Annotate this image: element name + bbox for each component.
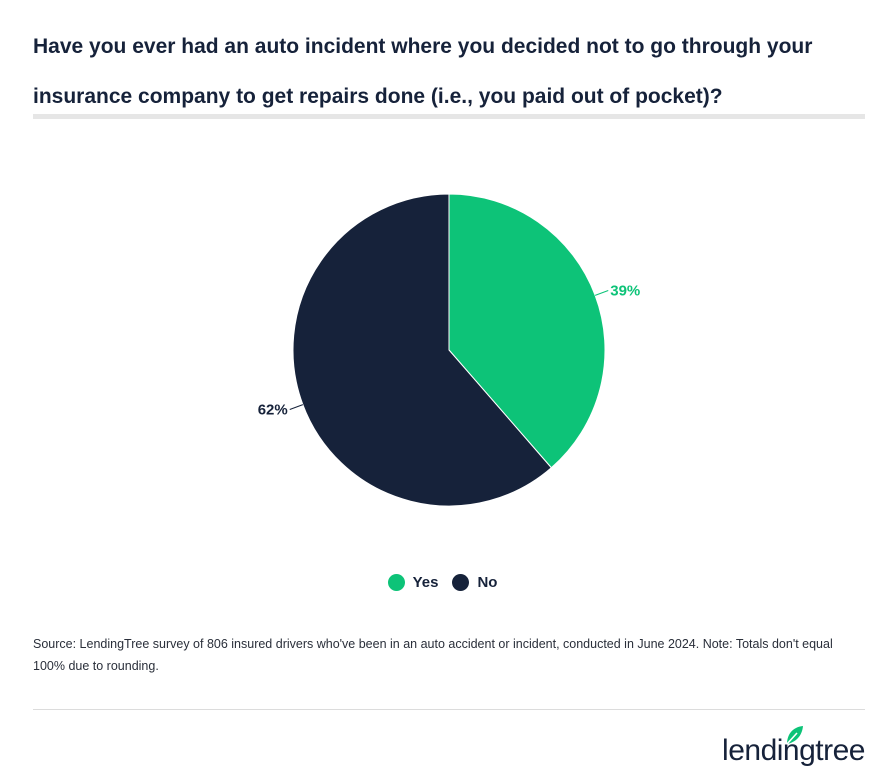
data-label-yes: 39%: [610, 282, 640, 299]
leaf-icon: [786, 726, 803, 745]
lendingtree-logo: lendingtree: [695, 724, 865, 772]
pie-slice-yes: [448, 193, 606, 469]
legend-swatch-yes: [387, 574, 405, 591]
pie-chart: 39% 62%: [258, 193, 640, 507]
data-label-no: 62%: [258, 402, 288, 419]
leader-line-no: [289, 404, 304, 410]
source-note: Source: LendingTree survey of 806 insure…: [33, 637, 833, 673]
chart-title: Have you ever had an auto incident where…: [33, 35, 813, 108]
leader-line-yes: [594, 290, 609, 296]
legend-item-no: No: [452, 574, 497, 591]
legend-label-yes: Yes: [412, 574, 439, 591]
chart-legend: Yes No: [0, 574, 885, 591]
legend-item-yes: Yes: [387, 574, 439, 591]
legend-swatch-no: [452, 574, 470, 591]
legend-label-no: No: [477, 574, 498, 591]
footer-divider: [33, 709, 865, 710]
title-divider: [33, 114, 865, 119]
logo-wordmark: lendingtree: [722, 734, 865, 767]
